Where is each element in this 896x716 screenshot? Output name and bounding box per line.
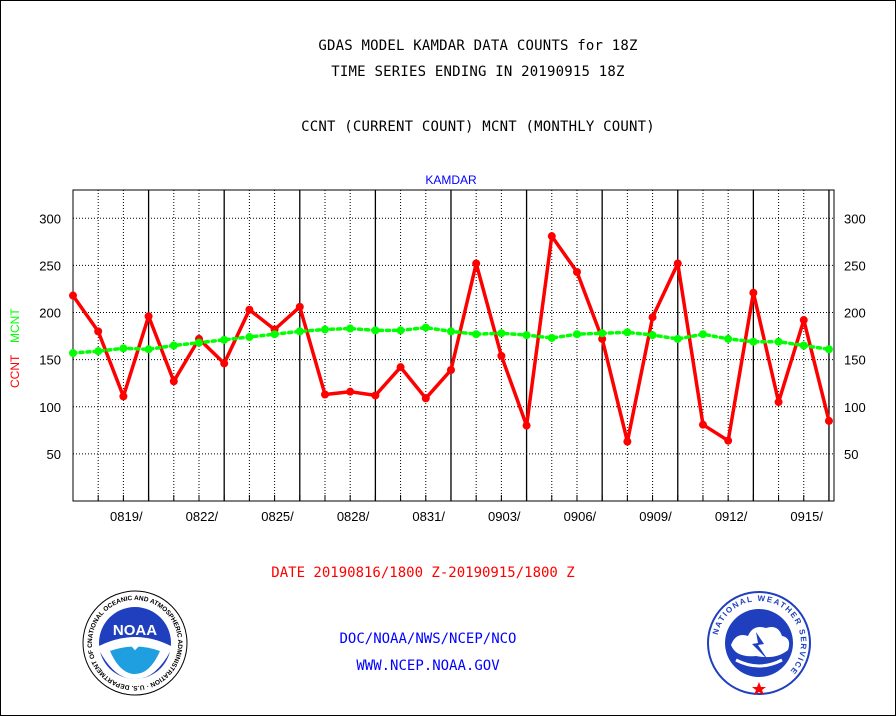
data-point-mcnt xyxy=(220,335,229,344)
x-tick-label: 0822/ xyxy=(186,509,219,524)
chart-grid xyxy=(72,189,835,502)
plot-frame xyxy=(72,189,835,502)
data-point-mcnt xyxy=(799,341,808,350)
data-point-ccnt xyxy=(144,312,153,321)
chart: KAMDAR 50 50 100 100 150 150 200 200 250 250 300 30… xyxy=(8,173,866,524)
data-point-mcnt xyxy=(245,333,254,342)
data-point-ccnt xyxy=(245,305,254,314)
x-tick-label: 0831/ xyxy=(412,509,445,524)
data-point-mcnt xyxy=(572,330,581,339)
data-point-ccnt xyxy=(799,316,808,325)
data-point-ccnt xyxy=(724,436,733,445)
data-point-mcnt xyxy=(673,334,682,343)
header-legend-text: CCNT (CURRENT COUNT) MCNT (MONTHLY COUNT… xyxy=(301,119,655,135)
data-point-mcnt xyxy=(396,326,405,335)
data-point-mcnt xyxy=(724,334,733,343)
data-point-ccnt xyxy=(69,291,77,300)
data-point-mcnt xyxy=(824,345,833,354)
data-point-ccnt xyxy=(522,421,531,430)
data-point-ccnt xyxy=(598,334,607,343)
data-point-ccnt xyxy=(497,351,506,360)
data-point-mcnt xyxy=(194,338,203,347)
data-point-ccnt xyxy=(472,259,481,268)
data-point-ccnt xyxy=(446,366,455,375)
data-point-mcnt xyxy=(270,330,279,339)
data-point-ccnt xyxy=(295,302,304,311)
data-point-ccnt xyxy=(648,313,657,322)
chart-title: KAMDAR xyxy=(425,173,477,187)
data-point-ccnt xyxy=(119,392,128,401)
data-point-mcnt xyxy=(371,326,380,335)
data-point-mcnt xyxy=(623,328,632,337)
header-subtitle: TIME SERIES ENDING IN 20190915 18Z xyxy=(331,64,625,80)
data-point-ccnt xyxy=(673,259,682,268)
nws-logo: NATIONAL WEATHER SERVICE xyxy=(707,591,811,695)
data-point-ccnt xyxy=(220,359,229,368)
data-point-mcnt xyxy=(522,331,531,340)
noaa-logo-text: NOAA xyxy=(113,622,157,639)
data-point-ccnt xyxy=(824,416,833,425)
y-tick-label-left: 100 xyxy=(39,400,61,415)
data-point-mcnt xyxy=(472,330,481,339)
y-tick-label-right: 100 xyxy=(844,400,866,415)
data-point-mcnt xyxy=(497,329,506,338)
data-point-ccnt xyxy=(169,377,178,386)
data-point-mcnt xyxy=(749,337,758,346)
data-point-ccnt xyxy=(94,327,103,336)
data-point-mcnt xyxy=(144,345,153,354)
chart-ticks: 50 50 100 100 150 150 200 200 250 250 300 300 0819/0… xyxy=(39,211,865,524)
y-tick-label-right: 150 xyxy=(844,353,866,368)
org-label: DOC/NOAA/NWS/NCEP/NCO xyxy=(339,631,517,647)
data-point-mcnt xyxy=(547,333,556,342)
y-axis-label-ccnt: CCNT xyxy=(8,354,22,388)
x-tick-label: 0903/ xyxy=(488,509,521,524)
x-tick-label: 0828/ xyxy=(337,509,370,524)
data-point-mcnt xyxy=(295,327,304,336)
data-point-mcnt xyxy=(94,347,103,356)
y-tick-label-right: 300 xyxy=(844,211,866,226)
data-point-mcnt xyxy=(346,324,355,333)
noaa-logo: NATIONAL OCEANIC AND ATMOSPHERIC ADMINIS… xyxy=(80,588,188,696)
data-point-mcnt xyxy=(169,341,178,350)
x-tick-label: 0819/ xyxy=(110,509,143,524)
data-point-mcnt xyxy=(698,330,707,339)
header-title: GDAS MODEL KAMDAR DATA COUNTS for 18Z xyxy=(318,38,638,54)
data-point-mcnt xyxy=(69,349,77,358)
data-point-ccnt xyxy=(572,267,581,276)
data-point-ccnt xyxy=(698,420,707,429)
website-url: WWW.NCEP.NOAA.GOV xyxy=(356,658,500,674)
y-axis-label-mcnt: MCNT xyxy=(8,308,22,343)
data-point-ccnt xyxy=(346,387,355,396)
data-point-ccnt xyxy=(623,437,632,446)
data-point-mcnt xyxy=(446,327,455,336)
data-point-mcnt xyxy=(774,337,783,346)
y-tick-label-right: 50 xyxy=(844,447,858,462)
x-tick-label: 0906/ xyxy=(564,509,597,524)
y-tick-label-right: 250 xyxy=(844,258,866,273)
data-point-mcnt xyxy=(648,331,657,340)
x-tick-label: 0915/ xyxy=(790,509,823,524)
y-tick-label-left: 50 xyxy=(47,447,61,462)
data-point-mcnt xyxy=(320,325,329,334)
data-point-ccnt xyxy=(371,391,380,400)
y-tick-label-left: 300 xyxy=(39,211,61,226)
date-range: DATE 20190816/1800 Z-20190915/1800 Z xyxy=(271,565,575,581)
data-point-mcnt xyxy=(421,323,430,332)
data-point-ccnt xyxy=(421,394,430,403)
data-point-ccnt xyxy=(320,390,329,399)
data-point-ccnt xyxy=(749,288,758,297)
chart-series xyxy=(69,232,833,446)
data-point-mcnt xyxy=(119,344,128,353)
data-point-ccnt xyxy=(396,363,405,372)
x-tick-label: 0912/ xyxy=(715,509,748,524)
y-tick-label-left: 250 xyxy=(39,258,61,273)
y-tick-label-left: 150 xyxy=(39,353,61,368)
y-tick-label-left: 200 xyxy=(39,306,61,321)
data-point-mcnt xyxy=(598,329,607,338)
data-point-ccnt xyxy=(547,232,556,241)
x-tick-label: 0825/ xyxy=(261,509,294,524)
y-tick-label-right: 200 xyxy=(844,306,866,321)
x-tick-label: 0909/ xyxy=(639,509,672,524)
data-point-ccnt xyxy=(774,398,783,407)
